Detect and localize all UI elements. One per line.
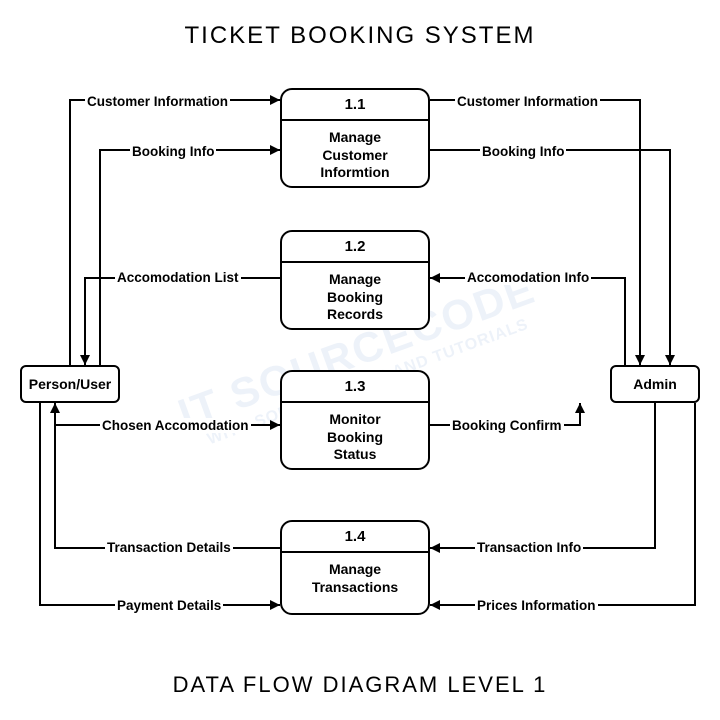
entity-user: Person/User: [20, 365, 120, 403]
flow-label-f12: Prices Information: [475, 598, 598, 613]
process-1-2-label: ManageBookingRecords: [282, 263, 428, 330]
entity-admin: Admin: [610, 365, 700, 403]
process-1-3-label: MonitorBookingStatus: [282, 403, 428, 470]
process-1-2-num: 1.2: [282, 232, 428, 263]
flow-label-f3: Customer Information: [455, 94, 600, 109]
process-1-4-num: 1.4: [282, 522, 428, 553]
title-bottom: DATA FLOW DIAGRAM LEVEL 1: [0, 672, 720, 698]
flow-label-f1: Customer Information: [85, 94, 230, 109]
process-1-4: 1.4 ManageTransactions: [280, 520, 430, 615]
entity-user-label: Person/User: [29, 376, 111, 392]
process-1-1: 1.1 ManageCustomerInformtion: [280, 88, 430, 188]
flow-label-f7: Chosen Accomodation: [100, 418, 251, 433]
process-1-4-label: ManageTransactions: [282, 553, 428, 604]
flow-label-f2: Booking Info: [130, 144, 216, 159]
entity-admin-label: Admin: [633, 376, 677, 392]
flow-label-f11: Payment Details: [115, 598, 223, 613]
process-1-3-num: 1.3: [282, 372, 428, 403]
flow-label-f10: Transaction Info: [475, 540, 583, 555]
flow-label-f8: Booking Confirm: [450, 418, 564, 433]
process-1-1-num: 1.1: [282, 90, 428, 121]
flow-label-f5: Accomodation List: [115, 270, 241, 285]
flow-label-f4: Booking Info: [480, 144, 566, 159]
process-1-2: 1.2 ManageBookingRecords: [280, 230, 430, 330]
flow-label-f6: Accomodation Info: [465, 270, 591, 285]
process-1-1-label: ManageCustomerInformtion: [282, 121, 428, 188]
title-top: TICKET BOOKING SYSTEM: [0, 22, 720, 50]
flow-label-f9: Transaction Details: [105, 540, 233, 555]
process-1-3: 1.3 MonitorBookingStatus: [280, 370, 430, 470]
